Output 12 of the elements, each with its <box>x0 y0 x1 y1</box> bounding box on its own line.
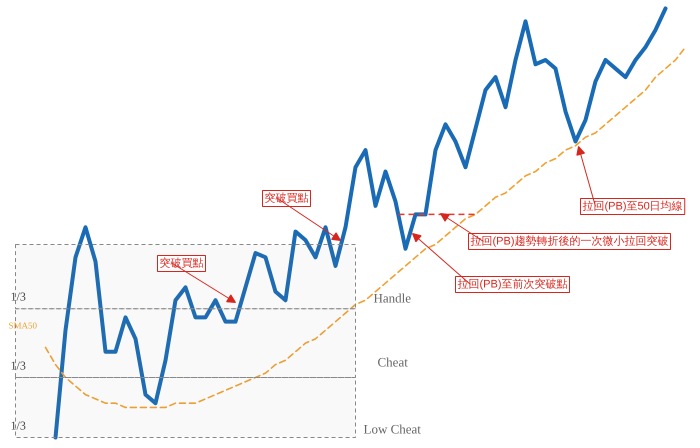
annotation: 拉回(PB)至50日均線 <box>582 200 683 212</box>
annotation: 突破買點 <box>160 256 204 270</box>
band-label: 1/3 <box>10 358 26 372</box>
annotation: 拉回(PB)至前次突破點 <box>458 278 568 290</box>
annotation: Low Cheat <box>364 422 422 436</box>
annotation: 突破買點 <box>264 192 308 204</box>
annotation: Handle <box>374 290 412 306</box>
text: SMA50 <box>8 320 38 330</box>
annotation: 拉回(PB)趨勢轉折後的一次微小拉回突破 <box>470 234 668 248</box>
annotation: Cheat <box>378 354 408 370</box>
band-label: 1/3 <box>10 418 26 432</box>
band-label: 1/3 <box>10 290 26 304</box>
